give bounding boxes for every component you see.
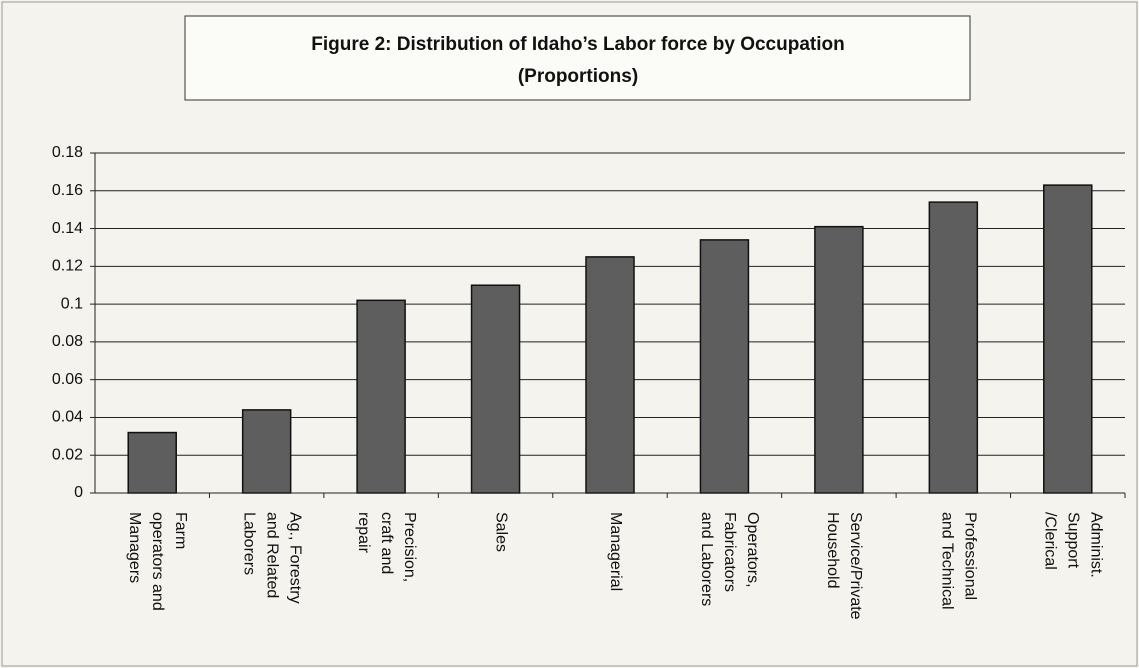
y-tick-label: 0.08 bbox=[52, 333, 83, 350]
x-tick-label: and Technical bbox=[939, 512, 956, 610]
x-tick-label: Support bbox=[1065, 512, 1082, 569]
bar bbox=[699, 239, 750, 494]
y-tick-label: 0.02 bbox=[52, 446, 83, 463]
bar bbox=[127, 431, 177, 494]
x-tick-label: Sales bbox=[492, 512, 509, 552]
x-tick-label: Operators, bbox=[744, 512, 761, 588]
x-tick-label: Service/Private bbox=[847, 512, 864, 620]
x-tick-label: Laborers bbox=[240, 512, 257, 575]
x-tick-label: repair bbox=[355, 512, 372, 554]
y-tick-label: 0.04 bbox=[52, 409, 83, 426]
x-tick-label: Fabricators bbox=[721, 512, 738, 592]
bar bbox=[928, 201, 979, 494]
x-tick-label: Household bbox=[824, 512, 841, 589]
x-tick-label: Ag., Forestry bbox=[286, 512, 303, 604]
bar bbox=[585, 256, 635, 494]
y-tick-label: 0.16 bbox=[52, 182, 83, 199]
y-tick-label: 0 bbox=[74, 484, 83, 501]
x-tick-label: Precision, bbox=[401, 512, 418, 582]
bar bbox=[814, 225, 864, 494]
x-tick-label: operators and bbox=[149, 512, 166, 611]
bar bbox=[470, 284, 521, 494]
y-tick-label: 0.1 bbox=[61, 295, 83, 312]
x-tick-label: Farm bbox=[172, 512, 189, 549]
x-tick-label: and Laborers bbox=[698, 512, 715, 606]
y-tick-label: 0.18 bbox=[52, 144, 83, 161]
x-tick-label: and Related bbox=[263, 512, 280, 598]
x-tick-label: Administ. bbox=[1088, 512, 1105, 578]
bar bbox=[1043, 184, 1093, 494]
y-tick-label: 0.14 bbox=[52, 220, 83, 237]
x-tick-label: Managerial bbox=[607, 512, 624, 591]
x-tick-label: /Clerical bbox=[1042, 512, 1059, 570]
bar bbox=[356, 299, 406, 494]
x-tick-label: craft and bbox=[378, 512, 395, 574]
bar bbox=[241, 409, 292, 494]
x-tick-label: Managers bbox=[126, 512, 143, 583]
y-tick-label: 0.06 bbox=[52, 371, 83, 388]
chart-subtitle: (Proportions) bbox=[518, 66, 638, 87]
chart-title: Figure 2: Distribution of Idaho’s Labor … bbox=[311, 34, 844, 55]
y-tick-label: 0.12 bbox=[52, 258, 83, 275]
title-box bbox=[184, 15, 971, 101]
x-tick-label: Professional bbox=[962, 512, 979, 600]
